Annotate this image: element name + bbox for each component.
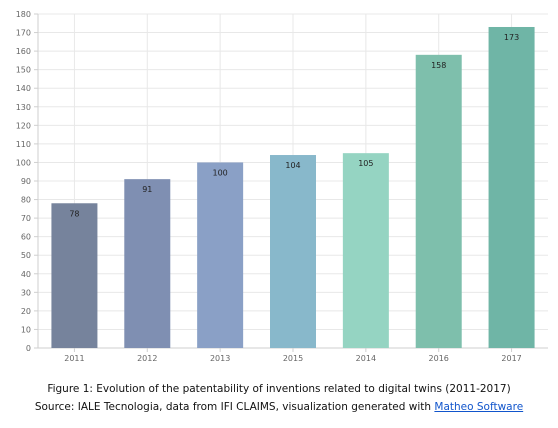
bar-2017 [488, 26, 535, 348]
y-tick-label: 50 [21, 251, 31, 260]
data-label-2013: 100 [213, 168, 228, 177]
x-tick-label-2014: 2014 [356, 354, 376, 363]
bar-2011 [51, 203, 98, 348]
matheo-software-link[interactable]: Matheo Software [434, 401, 524, 413]
y-tick-label: 80 [21, 196, 31, 205]
data-label-2014: 105 [358, 159, 373, 168]
y-tick-label: 110 [16, 140, 31, 149]
caption-source-text: Source: IALE Tecnologia, data from IFI C… [34, 401, 435, 413]
x-tick-label-2015: 2015 [283, 354, 303, 363]
y-tick-label: 160 [16, 47, 31, 56]
x-tick-label-2011: 2011 [64, 354, 84, 363]
y-tick-label: 0 [26, 344, 31, 353]
data-label-2011: 78 [69, 209, 79, 218]
y-tick-label: 140 [16, 84, 31, 93]
x-tick-label-2013: 2013 [210, 354, 230, 363]
bar-chart: 0 10 20 30 40 50 60 70 80 90 100 110 120 130 140 150 160… [16, 10, 548, 363]
bar-2015 [270, 155, 316, 348]
data-label-2015: 104 [285, 161, 300, 170]
y-tick-label: 10 [21, 325, 31, 334]
y-tick-label: 70 [21, 214, 31, 223]
x-tick-label-2016: 2016 [429, 354, 449, 363]
y-tick-label: 90 [21, 177, 31, 186]
bar-2016 [415, 54, 462, 348]
figure-caption-source: Source: IALE Tecnologia, data from IFI C… [0, 401, 558, 413]
data-label-2017: 173 [504, 33, 519, 42]
y-tick-label: 30 [21, 288, 31, 297]
y-tick-label: 180 [16, 10, 31, 19]
bar-2014 [342, 153, 389, 348]
bar-2012 [124, 179, 171, 348]
figure-caption-title: Figure 1: Evolution of the patentability… [47, 383, 511, 395]
y-tick-label: 100 [16, 158, 31, 167]
y-tick-label: 120 [16, 121, 31, 130]
y-tick-label: 170 [16, 29, 31, 38]
y-tick-label: 40 [21, 270, 31, 279]
x-tick-label-2012: 2012 [137, 354, 157, 363]
bar-2013 [197, 162, 244, 348]
y-tick-label: 150 [16, 66, 31, 75]
data-label-2016: 158 [431, 61, 446, 70]
y-tick-label: 20 [21, 307, 31, 316]
y-tick-label: 60 [21, 233, 31, 242]
x-tick-label-2017: 2017 [501, 354, 521, 363]
data-label-2012: 91 [142, 185, 152, 194]
y-tick-label: 130 [16, 103, 31, 112]
